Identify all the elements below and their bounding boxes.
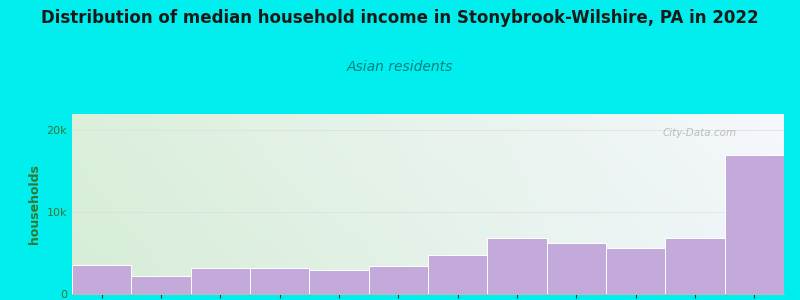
Bar — [666, 238, 725, 294]
Bar — [131, 276, 190, 294]
Text: Distribution of median household income in Stonybrook-Wilshire, PA in 2022: Distribution of median household income … — [41, 9, 759, 27]
Bar — [250, 268, 310, 294]
Bar — [487, 238, 546, 294]
Bar — [428, 255, 487, 294]
Bar — [72, 266, 131, 294]
Bar — [369, 266, 428, 294]
Bar — [606, 248, 666, 294]
Bar — [546, 243, 606, 294]
Bar — [190, 268, 250, 294]
Text: City-Data.com: City-Data.com — [663, 128, 737, 138]
Text: Asian residents: Asian residents — [347, 60, 453, 74]
Y-axis label: households: households — [28, 164, 41, 244]
Bar — [310, 270, 369, 294]
Bar — [725, 155, 784, 294]
